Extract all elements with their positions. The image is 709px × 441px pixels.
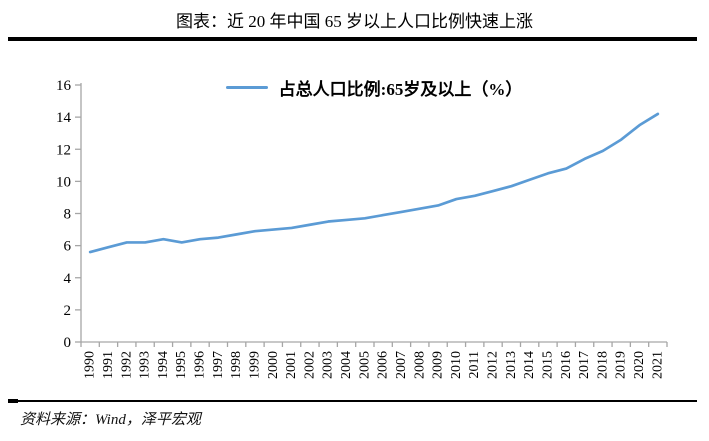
x-axis-year-label: 1994	[156, 351, 171, 379]
x-axis-year-label: 2013	[504, 351, 519, 379]
x-axis-year-label: 2004	[339, 351, 354, 379]
legend-line-swatch-icon	[225, 85, 268, 89]
x-axis-year-label: 2006	[376, 351, 391, 379]
y-axis-tick-label: 6	[64, 239, 72, 255]
y-axis-tick-label: 16	[56, 78, 72, 94]
y-axis-tick-label: 2	[64, 303, 72, 319]
x-axis-year-label: 2016	[559, 351, 574, 379]
x-axis-year-label: 2018	[595, 351, 610, 379]
legend-series-label: 占总人口比例:65岁及以上（%）	[278, 79, 523, 99]
data-source-note: 资料来源：Wind，泽平宏观	[20, 412, 201, 428]
x-axis-year-label: 2021	[650, 351, 665, 379]
footer-divider-rule	[8, 400, 697, 402]
x-axis-year-label: 2011	[467, 351, 482, 378]
chart-legend: 占总人口比例:65岁及以上（%）	[81, 76, 667, 99]
x-axis-year-label: 2014	[522, 351, 537, 379]
x-axis-year-label: 2015	[540, 351, 555, 379]
x-axis-year-label: 2019	[614, 351, 629, 379]
x-axis-year-label: 1990	[83, 351, 98, 379]
x-axis-year-label: 2003	[321, 351, 336, 379]
x-axis-year-label: 1992	[119, 351, 134, 379]
title-divider-rule	[8, 37, 697, 41]
x-axis-year-label: 2009	[431, 351, 446, 379]
x-axis-year-label: 1993	[138, 351, 153, 379]
x-axis-year-label: 1997	[211, 351, 226, 379]
x-axis-year-label: 2017	[577, 351, 592, 379]
x-axis-year-label: 1999	[247, 351, 262, 379]
footer-divider-cap	[8, 399, 18, 403]
x-axis-year-label: 2020	[632, 351, 647, 379]
x-axis-year-label: 1995	[174, 351, 189, 379]
x-axis-year-label: 1998	[229, 351, 244, 379]
y-axis-tick-label: 14	[56, 110, 72, 126]
x-axis-year-label: 2000	[266, 351, 281, 379]
x-axis-year-label: 2005	[357, 351, 372, 379]
y-axis-tick-label: 0	[64, 335, 72, 351]
trend-line	[88, 112, 660, 254]
x-axis-year-label: 2001	[284, 351, 299, 379]
y-axis-tick-label: 12	[56, 142, 71, 158]
x-axis-year-label: 2010	[449, 351, 464, 379]
x-axis-year-label: 2012	[486, 351, 501, 379]
x-axis-year-label: 2007	[394, 351, 409, 379]
x-axis-year-label: 2008	[412, 351, 427, 379]
x-axis-year-label: 1996	[193, 351, 208, 379]
y-axis-tick-label: 4	[64, 271, 72, 287]
y-axis-tick-label: 8	[64, 207, 72, 223]
chart-title: 图表：近 20 年中国 65 岁以上人口比例快速上涨	[176, 12, 533, 31]
x-axis-year-label: 2002	[302, 351, 317, 379]
x-axis-year-label: 1991	[101, 351, 116, 379]
y-axis-tick-label: 10	[56, 174, 71, 190]
